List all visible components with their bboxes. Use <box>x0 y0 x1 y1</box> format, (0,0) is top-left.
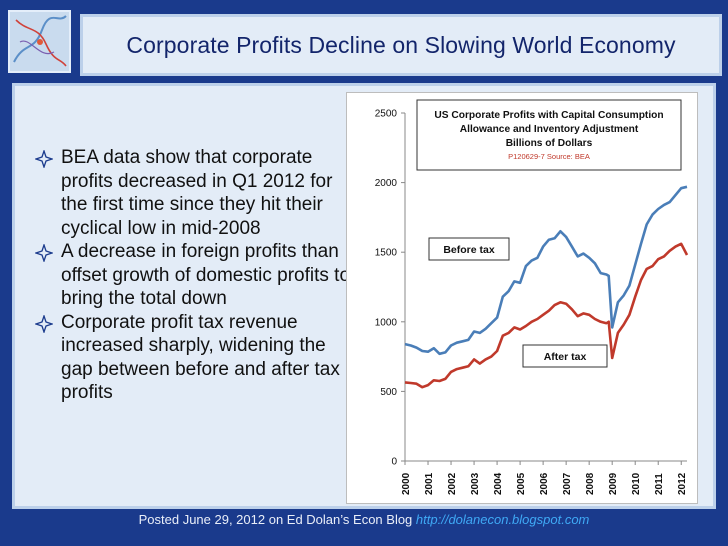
chart-series <box>404 185 689 389</box>
x-tick-label: 2007 <box>562 472 573 495</box>
before-tax-label: Before tax <box>443 244 495 256</box>
x-tick-label: 2009 <box>608 472 619 495</box>
x-tick-label: 2004 <box>493 472 504 495</box>
x-tick-label: 2002 <box>447 472 458 495</box>
blog-link[interactable]: http://dolanecon.blogspot.com <box>415 512 590 527</box>
x-tick-label: 2005 <box>516 472 527 495</box>
y-tick-label: 0 <box>391 457 397 468</box>
chart-title-box <box>416 99 682 171</box>
y-tick-label: 2500 <box>375 109 398 120</box>
y-tick-labels: 0 500 1000 1500 2000 2500 <box>375 109 405 468</box>
chart-title-line1: US Corporate Profits with Capital Consum… <box>434 110 663 121</box>
logo-scribble-icon <box>10 12 69 71</box>
chart-axes <box>404 113 687 462</box>
title-bar: Corporate Profits Decline on Slowing Wor… <box>80 14 722 76</box>
four-point-star-icon <box>35 244 53 262</box>
after-tax-label: After tax <box>544 351 587 363</box>
page-title: Corporate Profits Decline on Slowing Wor… <box>126 31 676 58</box>
x-tick-labels: 2000 2001 2002 2003 2004 2005 2006 2007 2008 2009… <box>401 461 688 495</box>
four-point-star-icon <box>35 150 53 168</box>
bullet-text: Corporate profit tax revenue increased s… <box>61 311 340 404</box>
chart-source: P120629-7 Source: BEA <box>508 152 590 161</box>
bullet-item: Corporate profit tax revenue increased s… <box>35 311 353 405</box>
y-tick-label: 1500 <box>375 248 398 259</box>
before-tax-label-box <box>428 237 510 261</box>
y-tick-label: 2000 <box>375 178 398 189</box>
after-tax-label-box <box>522 344 608 368</box>
after-tax-series-line <box>404 242 689 389</box>
bullet-list: BEA data show that corporate profits dec… <box>35 146 353 405</box>
x-tick-label: 2003 <box>470 472 481 495</box>
y-tick-label: 1000 <box>375 317 398 328</box>
x-tick-label: 2000 <box>401 472 412 495</box>
chart-frame: 0 500 1000 1500 2000 2500 2000 2001 2002 2003 200… <box>346 92 698 504</box>
x-tick-label: 2008 <box>585 472 596 495</box>
y-tick-label: 500 <box>380 387 397 398</box>
x-tick-label: 2012 <box>677 472 688 495</box>
bullet-text: A decrease in foreign profits than offse… <box>61 241 351 309</box>
bullet-text: BEA data show that corporate profits dec… <box>61 147 333 239</box>
x-tick-label: 2010 <box>631 472 642 495</box>
before-tax-series-line <box>404 185 688 356</box>
x-tick-label: 2011 <box>654 473 665 495</box>
footer: Posted June 29, 2012 on Ed Dolan’s Econ … <box>0 512 728 527</box>
four-point-star-icon <box>35 314 53 333</box>
chart-title-line2: Allowance and Inventory Adjustment <box>460 124 639 135</box>
logo-graphic <box>8 10 71 73</box>
chart-subtitle: Billions of Dollars <box>506 138 593 149</box>
bullet-item: BEA data show that corporate profits dec… <box>35 146 353 240</box>
x-tick-label: 2001 <box>424 472 435 495</box>
x-tick-label: 2006 <box>539 472 550 495</box>
bullet-item: A decrease in foreign profits than offse… <box>35 240 353 311</box>
footer-text: Posted June 29, 2012 on Ed Dolan’s Econ … <box>138 512 413 527</box>
